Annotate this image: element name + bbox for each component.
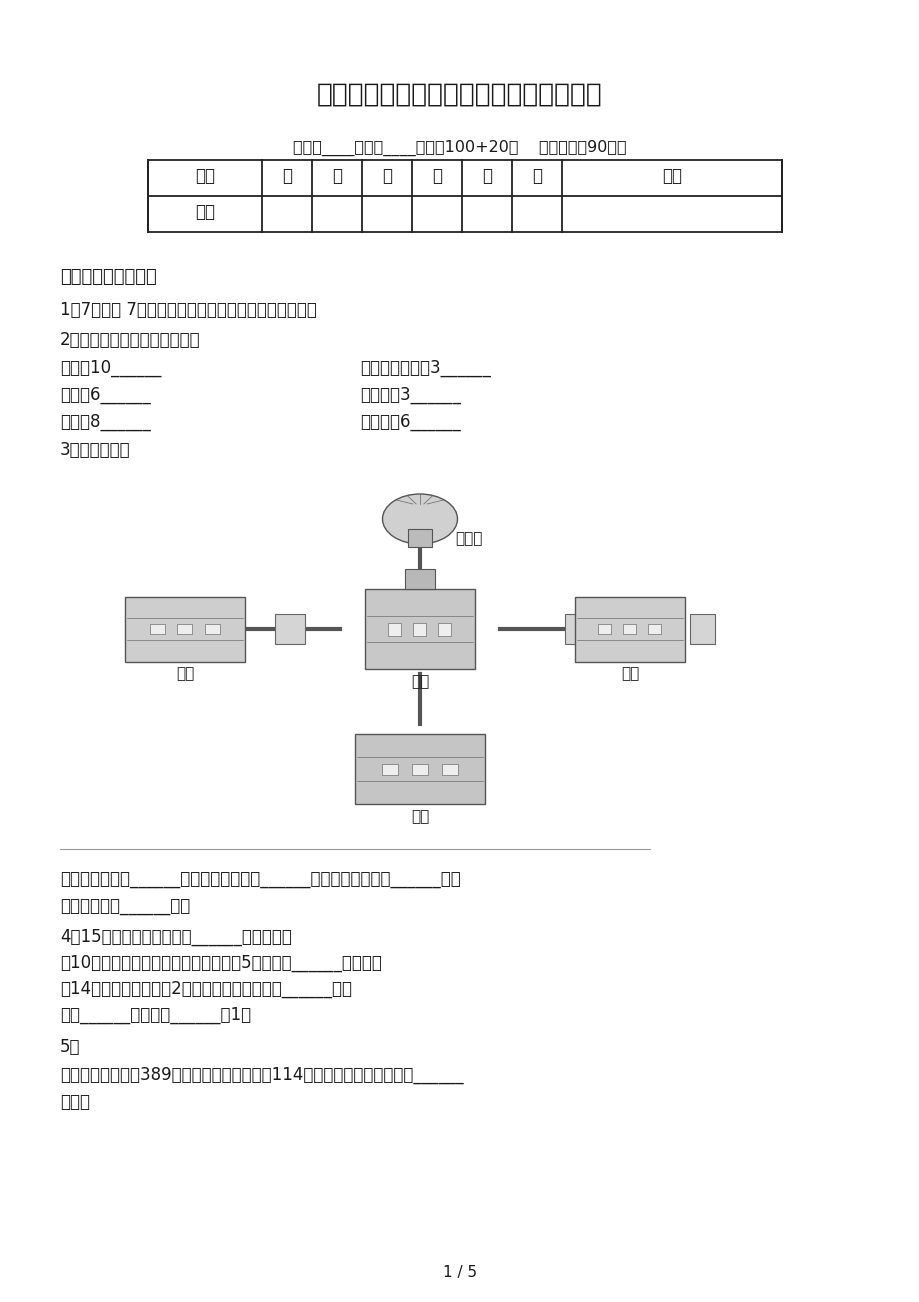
Text: 课桌高约6______: 课桌高约6______ bbox=[359, 413, 460, 431]
Text: 5．: 5． bbox=[60, 1038, 81, 1056]
Bar bbox=[413, 622, 426, 635]
Bar bbox=[381, 763, 398, 775]
Bar bbox=[564, 615, 589, 644]
Text: 题序: 题序 bbox=[195, 167, 215, 185]
Bar bbox=[648, 624, 661, 634]
Text: 二: 二 bbox=[332, 167, 342, 185]
Bar bbox=[177, 624, 192, 634]
Text: 商场: 商场 bbox=[411, 809, 428, 824]
Text: 指甲宽6______: 指甲宽6______ bbox=[60, 385, 151, 404]
Bar bbox=[574, 596, 685, 661]
Bar bbox=[125, 596, 244, 661]
Text: 茶杯高10______: 茶杯高10______ bbox=[60, 359, 161, 378]
Text: 黑板长约3______: 黑板长约3______ bbox=[359, 385, 460, 404]
Text: 邮局在学校的______面。: 邮局在学校的______面。 bbox=[60, 898, 190, 917]
Bar bbox=[623, 624, 636, 634]
Text: 一件上衣的价格是389元，一条裤子的价格是114元，买这一身衣服大约（______: 一件上衣的价格是389元，一条裤子的价格是114元，买这一身衣服大约（_____… bbox=[60, 1066, 463, 1085]
Text: 1．7只青蛙 7张嘴，（＿＿）只眼睛，（＿＿）条腿。: 1．7只青蛙 7张嘴，（＿＿）只眼睛，（＿＿）条腿。 bbox=[60, 301, 316, 319]
Bar bbox=[355, 734, 484, 805]
Text: 得分: 得分 bbox=[195, 203, 215, 221]
Text: 邮局: 邮局 bbox=[620, 667, 639, 681]
Text: ）元。: ）元。 bbox=[60, 1092, 90, 1111]
Text: 一、根据题意填空。: 一、根据题意填空。 bbox=[60, 268, 156, 286]
Bar bbox=[275, 615, 305, 644]
Text: 五: 五 bbox=[482, 167, 492, 185]
Text: 4．15根火柴最多可以拼成______个长方形？: 4．15根火柴最多可以拼成______个长方形？ bbox=[60, 928, 291, 947]
Bar bbox=[150, 624, 165, 634]
Bar bbox=[388, 622, 401, 635]
Bar bbox=[148, 160, 781, 232]
Text: 体育馆在学校的______面，商场在学校的______面，医院在学校的______面，: 体育馆在学校的______面，商场在学校的______面，医院在学校的_____… bbox=[60, 871, 460, 889]
Text: 三: 三 bbox=[381, 167, 391, 185]
Text: 旗杆高8______: 旗杆高8______ bbox=[60, 413, 151, 431]
Ellipse shape bbox=[382, 493, 457, 544]
Text: 医院: 医院 bbox=[176, 667, 194, 681]
Text: 1 / 5: 1 / 5 bbox=[442, 1266, 477, 1280]
Text: 一: 一 bbox=[282, 167, 291, 185]
Text: 体育馆: 体育馆 bbox=[455, 531, 482, 547]
Text: 四: 四 bbox=[432, 167, 441, 185]
Bar bbox=[412, 763, 427, 775]
Text: 一本新华字典厚3______: 一本新华字典厚3______ bbox=[359, 359, 491, 378]
Bar bbox=[407, 529, 432, 547]
Bar bbox=[598, 624, 611, 634]
Bar bbox=[689, 615, 714, 644]
Bar bbox=[404, 569, 435, 589]
Text: 六: 六 bbox=[531, 167, 541, 185]
Text: 最大______比最小的______少1。: 最大______比最小的______少1。 bbox=[60, 1006, 251, 1023]
Bar bbox=[438, 622, 451, 635]
Text: 总分: 总分 bbox=[662, 167, 681, 185]
Text: 学校: 学校 bbox=[411, 674, 428, 689]
Text: 沪教版小学二年级数学上册期中考试检测: 沪教版小学二年级数学上册期中考试检测 bbox=[317, 82, 602, 108]
Bar bbox=[205, 624, 220, 634]
Text: 3．看图填空。: 3．看图填空。 bbox=[60, 441, 130, 460]
Text: 2．在横线上填上合适的单位。: 2．在横线上填上合适的单位。 bbox=[60, 331, 200, 349]
Text: 班级：____姓名：____满分：100+20分    考试时间：90分钟: 班级：____姓名：____满分：100+20分 考试时间：90分钟 bbox=[293, 141, 626, 156]
Bar bbox=[365, 589, 474, 669]
Bar bbox=[125, 615, 154, 644]
Text: 把10个玻璃球放在盒子里，每个盒子放5个，需要______个盒子。: 把10个玻璃球放在盒子里，每个盒子放5个，需要______个盒子。 bbox=[60, 954, 381, 973]
Text: 有14个萝卜，平均放在2个盘子里，每个盘子放______个。: 有14个萝卜，平均放在2个盘子里，每个盘子放______个。 bbox=[60, 980, 352, 999]
Bar bbox=[441, 763, 458, 775]
